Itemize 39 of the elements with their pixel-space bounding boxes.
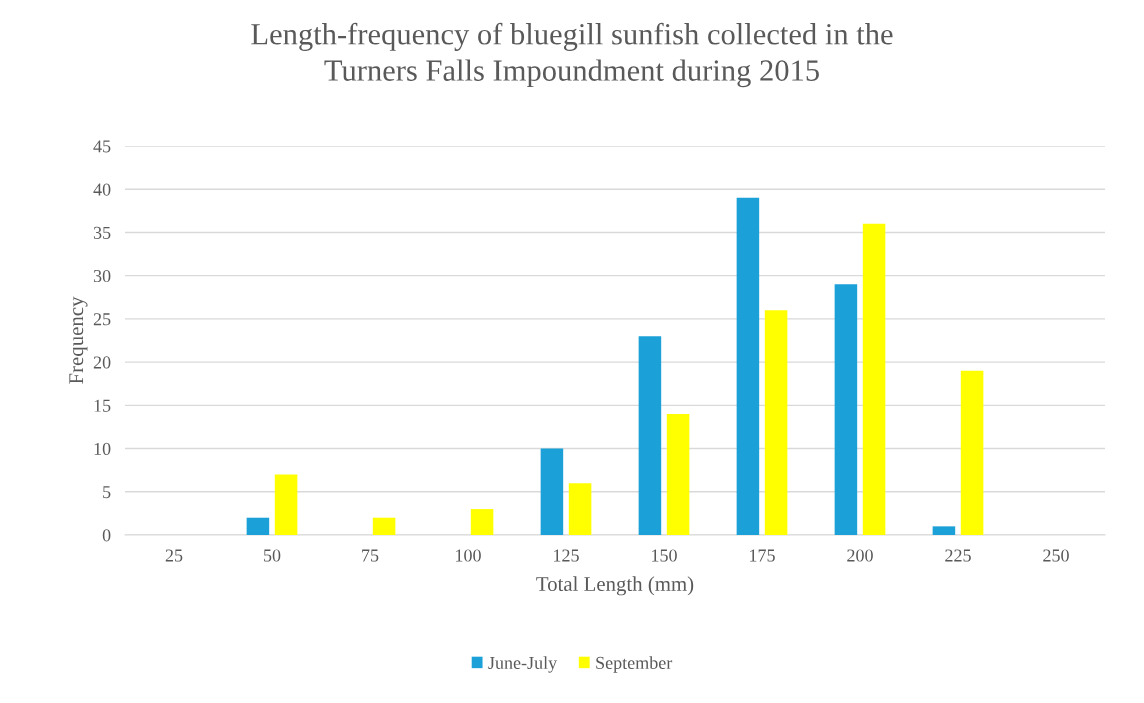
x-tick-label: 150 <box>652 549 677 562</box>
x-tick-label: 25 <box>165 549 183 562</box>
x-axis-title: Total Length (mm) <box>536 576 694 596</box>
x-tick-label: 200 <box>847 549 873 562</box>
bar <box>862 223 886 535</box>
legend-label: June-July <box>488 656 558 673</box>
x-tick-label: 50 <box>264 549 281 562</box>
bar <box>834 284 858 535</box>
bar <box>736 197 760 535</box>
x-tick-label: 125 <box>554 549 579 562</box>
y-tick-label: 35 <box>93 226 111 239</box>
x-tick-label: 175 <box>750 549 775 562</box>
x-tick-label: 100 <box>456 549 481 562</box>
x-tick-label: 250 <box>1043 549 1069 562</box>
x-tick-label: 225 <box>945 549 971 562</box>
y-tick-label: 10 <box>94 442 111 455</box>
bar <box>470 509 494 535</box>
bar <box>372 517 396 535</box>
bar <box>540 448 564 535</box>
bar <box>274 474 298 535</box>
y-tick-label: 20 <box>93 356 111 369</box>
y-tick-label: 5 <box>103 486 111 499</box>
bar <box>932 526 956 535</box>
y-axis-title: Frequency <box>69 296 88 384</box>
y-tick-label: 15 <box>94 399 111 412</box>
chart-title: Length-frequency of bluegill sunfish collected in the Turners Falls Impoundment during 2015 <box>251 22 893 88</box>
y-tick-label: 0 <box>102 529 111 542</box>
legend-label: September <box>596 656 673 673</box>
bar <box>246 517 270 535</box>
y-tick-label: 45 <box>93 140 111 153</box>
y-tick-label: 40 <box>93 183 111 196</box>
bar <box>764 310 788 535</box>
bar <box>638 336 662 535</box>
bar <box>666 413 690 535</box>
bar <box>960 370 984 535</box>
y-tick-label: 30 <box>93 269 111 283</box>
y-tick-label: 25 <box>93 313 111 326</box>
bar <box>568 483 592 535</box>
x-tick-label: 75 <box>362 549 379 562</box>
